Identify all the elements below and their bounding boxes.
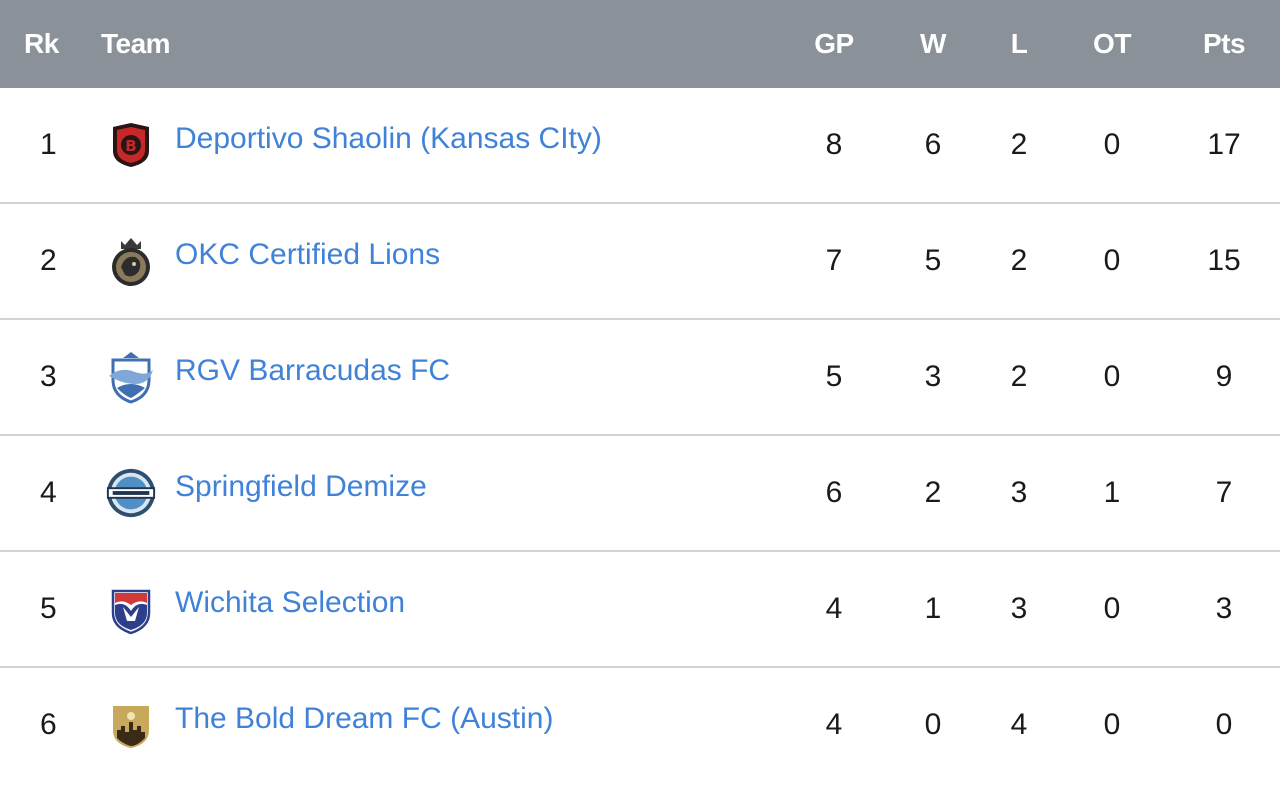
team-cell: Springfield Demize [95, 467, 784, 519]
header-pts[interactable]: Pts [1202, 28, 1246, 59]
ot-cell: 1 [1103, 476, 1121, 509]
w-cell: 2 [924, 476, 942, 509]
team-cell: B Deportivo Shaolin (Kansas CIty) [95, 119, 784, 171]
pts-cell: 7 [1215, 476, 1233, 509]
pts-cell: 15 [1207, 244, 1241, 277]
w-cell: 0 [924, 708, 942, 741]
l-cell: 4 [1010, 708, 1028, 741]
l-cell: 3 [1010, 592, 1028, 625]
springfield-demize-crest-icon[interactable] [105, 467, 157, 519]
l-cell: 2 [1010, 128, 1028, 161]
table-row: 1 B Deportivo Shaolin (Kansas CIty) 8 6 … [0, 88, 1280, 204]
team-link[interactable]: OKC Certified Lions [175, 238, 441, 271]
team-link[interactable]: Deportivo Shaolin (Kansas CIty) [175, 122, 602, 155]
gp-cell: 4 [825, 592, 843, 625]
ot-cell: 0 [1103, 244, 1121, 277]
team-cell: Wichita Selection [95, 583, 784, 635]
rank-cell: 4 [40, 476, 57, 509]
w-cell: 5 [924, 244, 942, 277]
bold-dream-crest-icon[interactable] [105, 699, 157, 751]
team-cell: OKC Certified Lions [95, 235, 784, 287]
deportivo-shaolin-crest-icon[interactable]: B [105, 119, 157, 171]
team-link[interactable]: The Bold Dream FC (Austin) [175, 702, 554, 735]
gp-cell: 7 [825, 244, 843, 277]
pts-cell: 0 [1215, 708, 1233, 741]
header-w[interactable]: W [920, 28, 946, 59]
gp-cell: 4 [825, 708, 843, 741]
ot-cell: 0 [1103, 360, 1121, 393]
gp-cell: 8 [825, 128, 843, 161]
standings-table: Rk Team GP W L OT Pts 1 B Deportivo Shao… [0, 0, 1280, 782]
table-row: 2 OKC Certified Lions 7 5 2 0 15 [0, 204, 1280, 320]
table-header: Rk Team GP W L OT Pts [0, 0, 1280, 88]
rank-cell: 3 [40, 360, 57, 393]
team-link[interactable]: Wichita Selection [175, 586, 406, 619]
header-gp[interactable]: GP [814, 28, 854, 59]
header-rank[interactable]: Rk [24, 28, 59, 59]
w-cell: 6 [924, 128, 942, 161]
okc-certified-lions-crest-icon[interactable] [105, 235, 157, 287]
pts-cell: 9 [1215, 360, 1233, 393]
l-cell: 3 [1010, 476, 1028, 509]
pts-cell: 17 [1207, 128, 1241, 161]
team-cell: RGV Barracudas FC [95, 351, 784, 404]
l-cell: 2 [1010, 244, 1028, 277]
svg-text:B: B [125, 137, 136, 155]
team-cell: The Bold Dream FC (Austin) [95, 699, 784, 751]
w-cell: 3 [924, 360, 942, 393]
table-row: 3 RGV Barracudas FC 5 3 2 0 9 [0, 320, 1280, 436]
l-cell: 2 [1010, 360, 1028, 393]
rank-cell: 5 [40, 592, 57, 625]
header-team[interactable]: Team [101, 28, 171, 59]
header-l[interactable]: L [1010, 28, 1028, 59]
gp-cell: 5 [825, 360, 843, 393]
header-ot[interactable]: OT [1093, 28, 1131, 59]
team-link[interactable]: RGV Barracudas FC [175, 354, 451, 387]
ot-cell: 0 [1103, 128, 1121, 161]
table-row: 5 Wichita Selection 4 1 3 0 3 [0, 552, 1280, 668]
wichita-selection-crest-icon[interactable] [105, 583, 157, 635]
pts-cell: 3 [1215, 592, 1233, 625]
gp-cell: 6 [825, 476, 843, 509]
team-link[interactable]: Springfield Demize [175, 470, 427, 503]
rank-cell: 2 [40, 244, 57, 277]
table-row: 4 Springfield Demize 6 2 3 1 7 [0, 436, 1280, 552]
rank-cell: 1 [40, 128, 57, 161]
ot-cell: 0 [1103, 708, 1121, 741]
rgv-barracudas-crest-icon[interactable] [105, 351, 157, 404]
w-cell: 1 [924, 592, 942, 625]
table-row: 6 The Bold Dream FC (Austin) 4 0 4 0 0 [0, 668, 1280, 782]
rank-cell: 6 [40, 708, 57, 741]
ot-cell: 0 [1103, 592, 1121, 625]
